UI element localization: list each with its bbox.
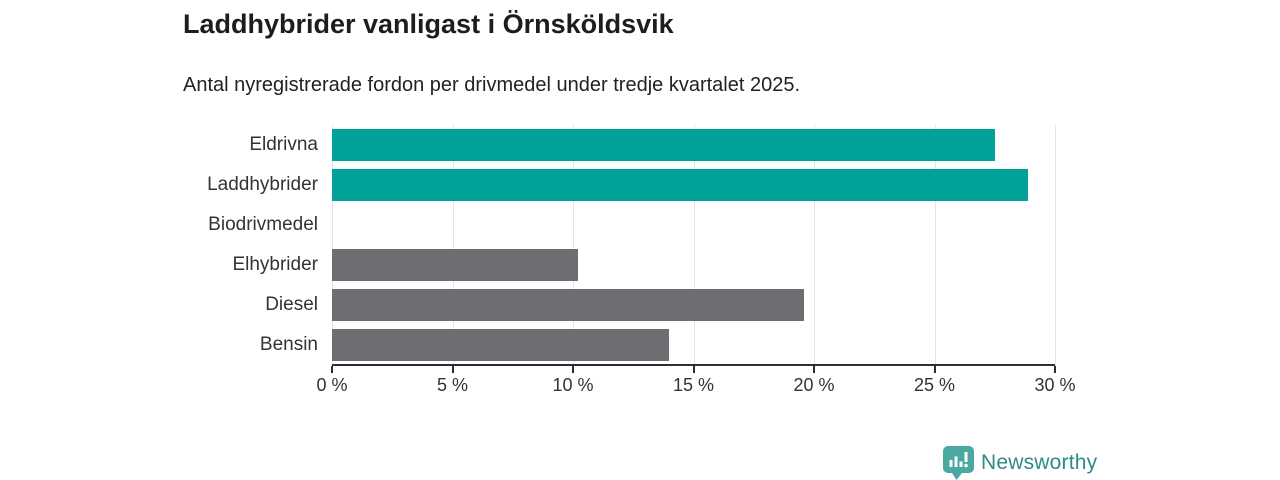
category-label: Diesel xyxy=(265,294,318,315)
gridline xyxy=(332,125,333,365)
category-label: Biodrivmedel xyxy=(208,214,318,235)
axis-tick xyxy=(451,366,454,373)
category-label: Elhybrider xyxy=(232,254,318,275)
axis-tick-label: 20 % xyxy=(793,375,835,395)
gridline xyxy=(1055,125,1056,365)
bar xyxy=(332,169,1029,201)
category-label: Laddhybrider xyxy=(207,174,318,195)
brand-name: Newsworthy xyxy=(981,451,1098,474)
bar xyxy=(332,329,670,361)
gridline xyxy=(693,125,695,365)
axis-tick-label: 15 % xyxy=(672,375,715,395)
axis-tick xyxy=(813,366,815,373)
gridline xyxy=(573,125,574,365)
newsworthy-logo-icon xyxy=(943,446,974,480)
axis-tick-label: 25 % xyxy=(913,375,956,395)
gridline xyxy=(814,125,815,365)
category-label: Bensin xyxy=(259,334,318,355)
axis-tick xyxy=(933,366,936,373)
category-axis: Eldrivna Laddhybrider Biodrivmedel Elhybrid… xyxy=(0,125,318,365)
gridline xyxy=(934,125,936,365)
axis-tick-label: 0 % xyxy=(316,375,348,395)
x-axis-line xyxy=(332,364,1055,366)
axis-tick-label: 10 % xyxy=(552,375,594,395)
logo-pin-shape xyxy=(943,446,974,480)
bar xyxy=(332,289,805,321)
bar xyxy=(332,129,995,161)
axis-tick xyxy=(1054,366,1056,373)
bar xyxy=(332,249,578,281)
axis-tick-label: 30 % xyxy=(1034,375,1076,395)
brand-logo: Newsworthy xyxy=(943,446,1097,480)
axis-tick xyxy=(692,366,695,373)
chart-subtitle: Antal nyregistrerade fordon per drivmede… xyxy=(183,74,801,96)
axis-tick xyxy=(331,366,333,373)
category-label: Eldrivna xyxy=(249,134,318,155)
bar-chart-plot-area: 0 % 5 % 10 % 15 % 20 % 25 % 30 % xyxy=(316,125,1076,395)
axis-tick-label: 5 % xyxy=(436,375,469,395)
axis-tick xyxy=(572,366,574,373)
gridline xyxy=(452,125,454,365)
chart-title: Laddhybrider vanligast i Örnsköldsvik xyxy=(183,9,674,39)
